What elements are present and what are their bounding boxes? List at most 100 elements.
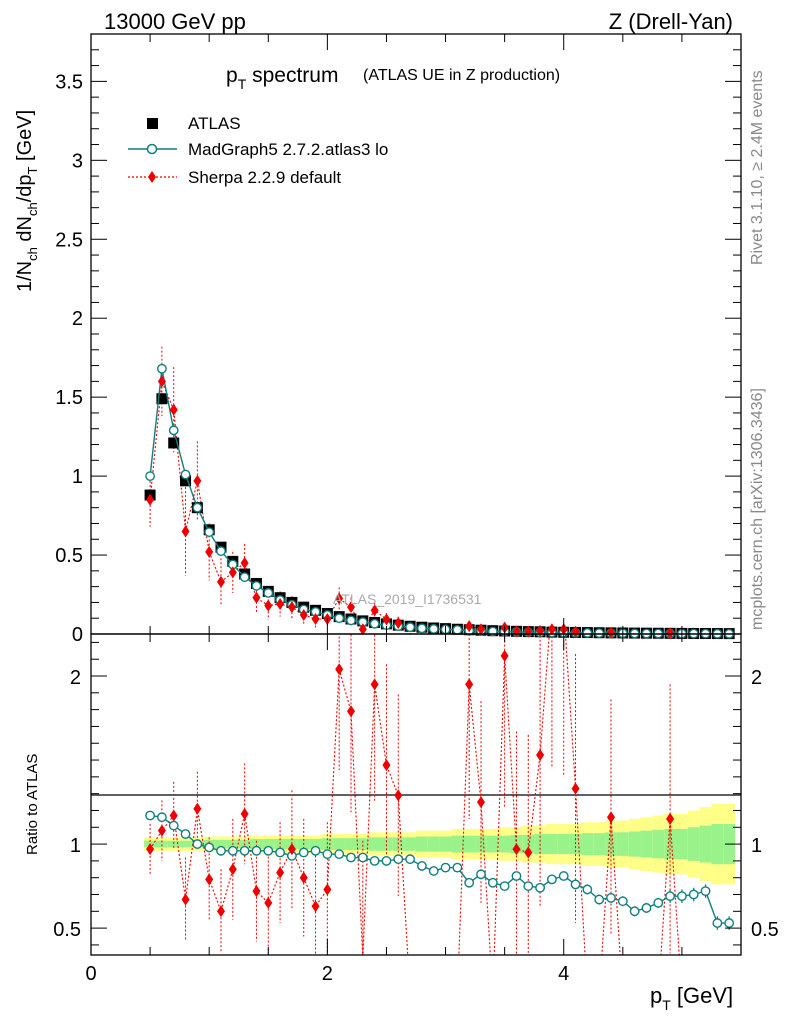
upper-y-tick-label: 1 xyxy=(72,466,83,488)
madgraph-ratio-point xyxy=(511,871,522,881)
madgraph-ratio-point xyxy=(440,862,451,873)
sherpa-point xyxy=(146,493,155,506)
ratio-band-inner xyxy=(416,836,428,852)
ratio-band-inner xyxy=(664,828,676,860)
upper-y-tick-label: 3.5 xyxy=(55,71,83,93)
sherpa-ratio-point xyxy=(157,824,166,837)
madgraph-ratio-point xyxy=(452,862,463,873)
madgraph-ratio-point xyxy=(192,839,203,849)
sherpa-point xyxy=(169,403,178,416)
madgraph-ratio-point xyxy=(298,847,309,858)
ratio-band-inner xyxy=(628,831,641,857)
madgraph-ratio-point xyxy=(487,877,498,888)
sherpa-ratio-point xyxy=(524,846,533,859)
madgraph-point xyxy=(251,580,262,591)
ratio-band-inner xyxy=(581,833,594,856)
atlas-point xyxy=(156,393,168,405)
madgraph-point xyxy=(405,622,415,633)
madgraph-point xyxy=(417,623,427,634)
ratio-band-inner xyxy=(380,837,393,851)
sherpa-ratio-point xyxy=(205,873,214,886)
madgraph-point xyxy=(346,615,356,626)
sherpa-point xyxy=(240,556,249,569)
legend-label-madgraph: MadGraph5 2.7.2.atlas3 lo xyxy=(188,140,388,159)
legend-marker-madgraph xyxy=(146,143,158,155)
madgraph-point xyxy=(263,588,274,598)
ratio-band-inner xyxy=(404,837,416,851)
madgraph-point xyxy=(594,628,605,639)
ratio-band-inner xyxy=(486,835,499,853)
madgraph-ratio-point xyxy=(558,871,569,881)
ratio-band-inner xyxy=(463,835,476,853)
ratio-band-inner xyxy=(699,825,712,863)
madgraph-point xyxy=(180,469,191,480)
madgraph-ratio-point xyxy=(227,845,238,856)
sherpa-ratio-point xyxy=(571,782,580,795)
ratio-band-inner xyxy=(167,840,180,848)
sherpa-ratio-point xyxy=(536,749,545,762)
madgraph-ratio-point xyxy=(535,882,545,893)
sherpa-point xyxy=(547,623,556,636)
svg-text:pT spectrum: pT spectrum xyxy=(226,64,338,92)
ratio-band-inner xyxy=(368,837,381,851)
ratio-band-inner xyxy=(439,836,452,852)
madgraph-ratio-point xyxy=(428,866,439,876)
upper-y-tick-label: 2.5 xyxy=(55,229,83,251)
madgraph-ratio-point xyxy=(405,854,415,865)
ratio-band-inner xyxy=(250,839,263,850)
madgraph-point xyxy=(428,624,439,634)
madgraph-ratio-point xyxy=(275,847,285,858)
sherpa-ratio-point xyxy=(500,649,509,662)
sherpa-point xyxy=(465,620,474,633)
madgraph-ratio-point xyxy=(688,889,699,900)
ratio-band-inner xyxy=(687,827,700,861)
madgraph-ratio-point xyxy=(712,918,723,928)
lower-y-tick-label-right: 1 xyxy=(751,835,762,857)
sherpa-ratio-point xyxy=(169,809,178,822)
madgraph-ratio-point xyxy=(464,877,475,888)
madgraph-point xyxy=(334,613,345,624)
sherpa-ratio-point xyxy=(193,802,202,815)
ratio-band-inner xyxy=(309,839,322,850)
analysis-watermark: ATLAS_2019_I1736531 xyxy=(333,591,482,607)
madgraph-point xyxy=(239,572,250,583)
madgraph-ratio-point xyxy=(346,852,356,863)
sherpa-ratio-point xyxy=(228,863,237,876)
sherpa-ratio-point xyxy=(347,705,355,718)
sherpa-ratio-point xyxy=(382,759,391,772)
upper-y-tick-label: 0 xyxy=(72,624,83,646)
mcplots-label: mcplots.cern.ch [arXiv:1306.3436] xyxy=(749,388,766,630)
sherpa-point xyxy=(477,623,485,636)
lower-y-label: Ratio to ATLAS xyxy=(24,754,41,855)
ratio-band-inner xyxy=(498,835,511,853)
atlas-point xyxy=(168,437,180,449)
legend: ATLAS MadGraph5 2.7.2.atlas3 lo Sherpa 2… xyxy=(128,114,388,187)
lower-panel-frame xyxy=(90,633,742,956)
legend-marker-sherpa xyxy=(148,171,156,183)
madgraph-ratio-point xyxy=(157,812,167,823)
sherpa-ratio-point xyxy=(217,905,225,918)
ratio-band-inner xyxy=(451,835,464,853)
sherpa-ratio-point xyxy=(370,678,379,691)
madgraph-ratio-point xyxy=(263,845,274,856)
energy-label: 13000 GeV pp xyxy=(104,9,246,34)
madgraph-point xyxy=(157,363,167,374)
upper-y-tick-label: 0.5 xyxy=(55,545,83,567)
madgraph-ratio-point xyxy=(523,881,534,891)
madgraph-ratio-point xyxy=(641,903,652,913)
sherpa-point xyxy=(181,525,190,538)
sherpa-point xyxy=(394,616,403,629)
sherpa-ratio-point xyxy=(287,843,296,856)
lower-y-tick-label: 2 xyxy=(70,667,81,689)
sherpa-ratio-point xyxy=(666,812,675,825)
ratio-band-inner xyxy=(616,832,629,856)
ratio-band-inner xyxy=(640,830,653,858)
sherpa-point xyxy=(228,566,237,579)
process-label: Z (Drell-Yan) xyxy=(609,9,733,34)
madgraph-ratio-point xyxy=(653,898,664,908)
madgraph-point xyxy=(452,624,463,635)
madgraph-ratio-point xyxy=(476,869,486,880)
madgraph-ratio-point xyxy=(180,829,191,839)
sherpa-point xyxy=(193,474,202,487)
